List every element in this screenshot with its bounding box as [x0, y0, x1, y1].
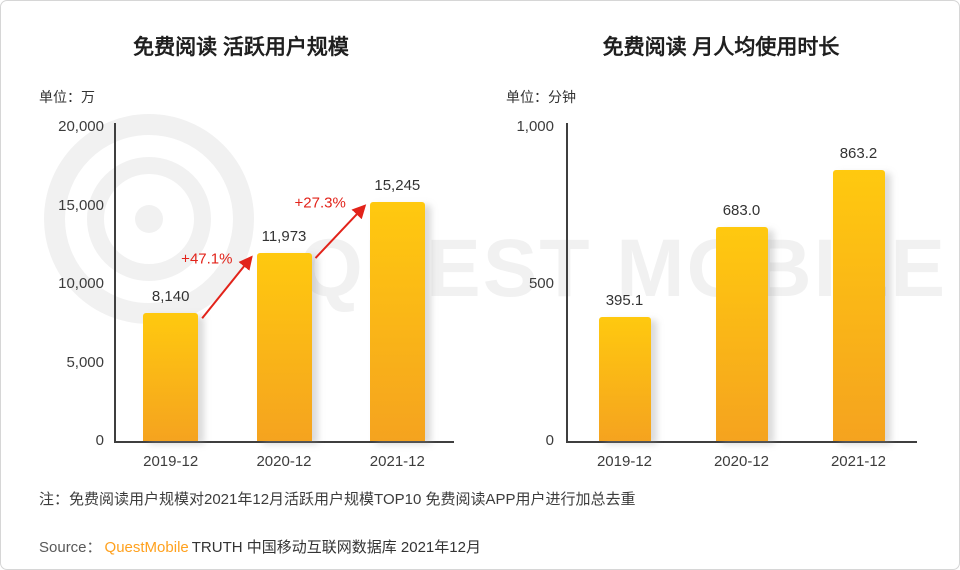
bar-value-label: 863.2	[839, 144, 878, 162]
y-tick-label: 20,000	[58, 118, 104, 135]
chart1-unit-label: 单位：万	[39, 89, 95, 105]
y-tick-label: 15,000	[58, 196, 104, 214]
y-tick-label: 500	[528, 275, 554, 292]
bar-2020-12	[256, 253, 312, 441]
bar-2019-12	[598, 316, 651, 441]
chart2-unit-label: 单位：分钟	[506, 89, 576, 105]
bar-value-label: 683.0	[722, 201, 761, 219]
bar-2020-12	[715, 226, 768, 441]
x-tick-label: 2020-12	[713, 453, 770, 470]
footnote: 注：免费阅读用户规模对2021年12月活跃用户规模TOP10 免费阅读APP用户…	[39, 491, 636, 508]
x-tick-label: 2019-12	[596, 453, 653, 470]
y-tick-label: 10,000	[58, 275, 104, 292]
y-tick-label: 5,000	[66, 353, 104, 371]
y-axis-line	[114, 123, 116, 442]
y-tick-label: 0	[95, 432, 104, 449]
x-axis-line	[566, 441, 917, 443]
y-axis-line	[566, 123, 568, 442]
x-axis-line	[114, 441, 454, 443]
chart2-title: 免费阅读 月人均使用时长	[602, 36, 840, 59]
bar-value-label: 8,140	[151, 288, 190, 306]
growth-label: +47.1%	[181, 250, 233, 268]
source-line: Source： QuestMobile TRUTH 中国移动互联网数据库 2021年…	[39, 536, 481, 557]
bar-value-label: 395.1	[605, 291, 644, 309]
watermark-dot	[135, 205, 163, 233]
source-label: Source：	[39, 539, 102, 556]
y-tick-label: 1,000	[516, 118, 554, 135]
x-tick-label: 2019-12	[143, 453, 199, 470]
chart1-title: 免费阅读 活跃用户规模	[133, 36, 349, 59]
bar-2021-12	[832, 169, 885, 441]
bar-value-label: 15,245	[374, 176, 421, 194]
x-tick-label: 2021-12	[830, 453, 887, 470]
growth-label: +27.3%	[294, 194, 346, 212]
source-suffix: TRUTH 中国移动互联网数据库 2021年12月	[191, 539, 481, 556]
x-tick-label: 2021-12	[369, 453, 425, 470]
y-tick-label: 0	[545, 432, 554, 449]
bar-value-label: 11,973	[261, 228, 307, 246]
source-brand: QuestMobile	[104, 539, 189, 556]
bar-2019-12	[143, 313, 199, 441]
bar-2021-12	[369, 201, 425, 441]
x-tick-label: 2020-12	[256, 453, 312, 470]
